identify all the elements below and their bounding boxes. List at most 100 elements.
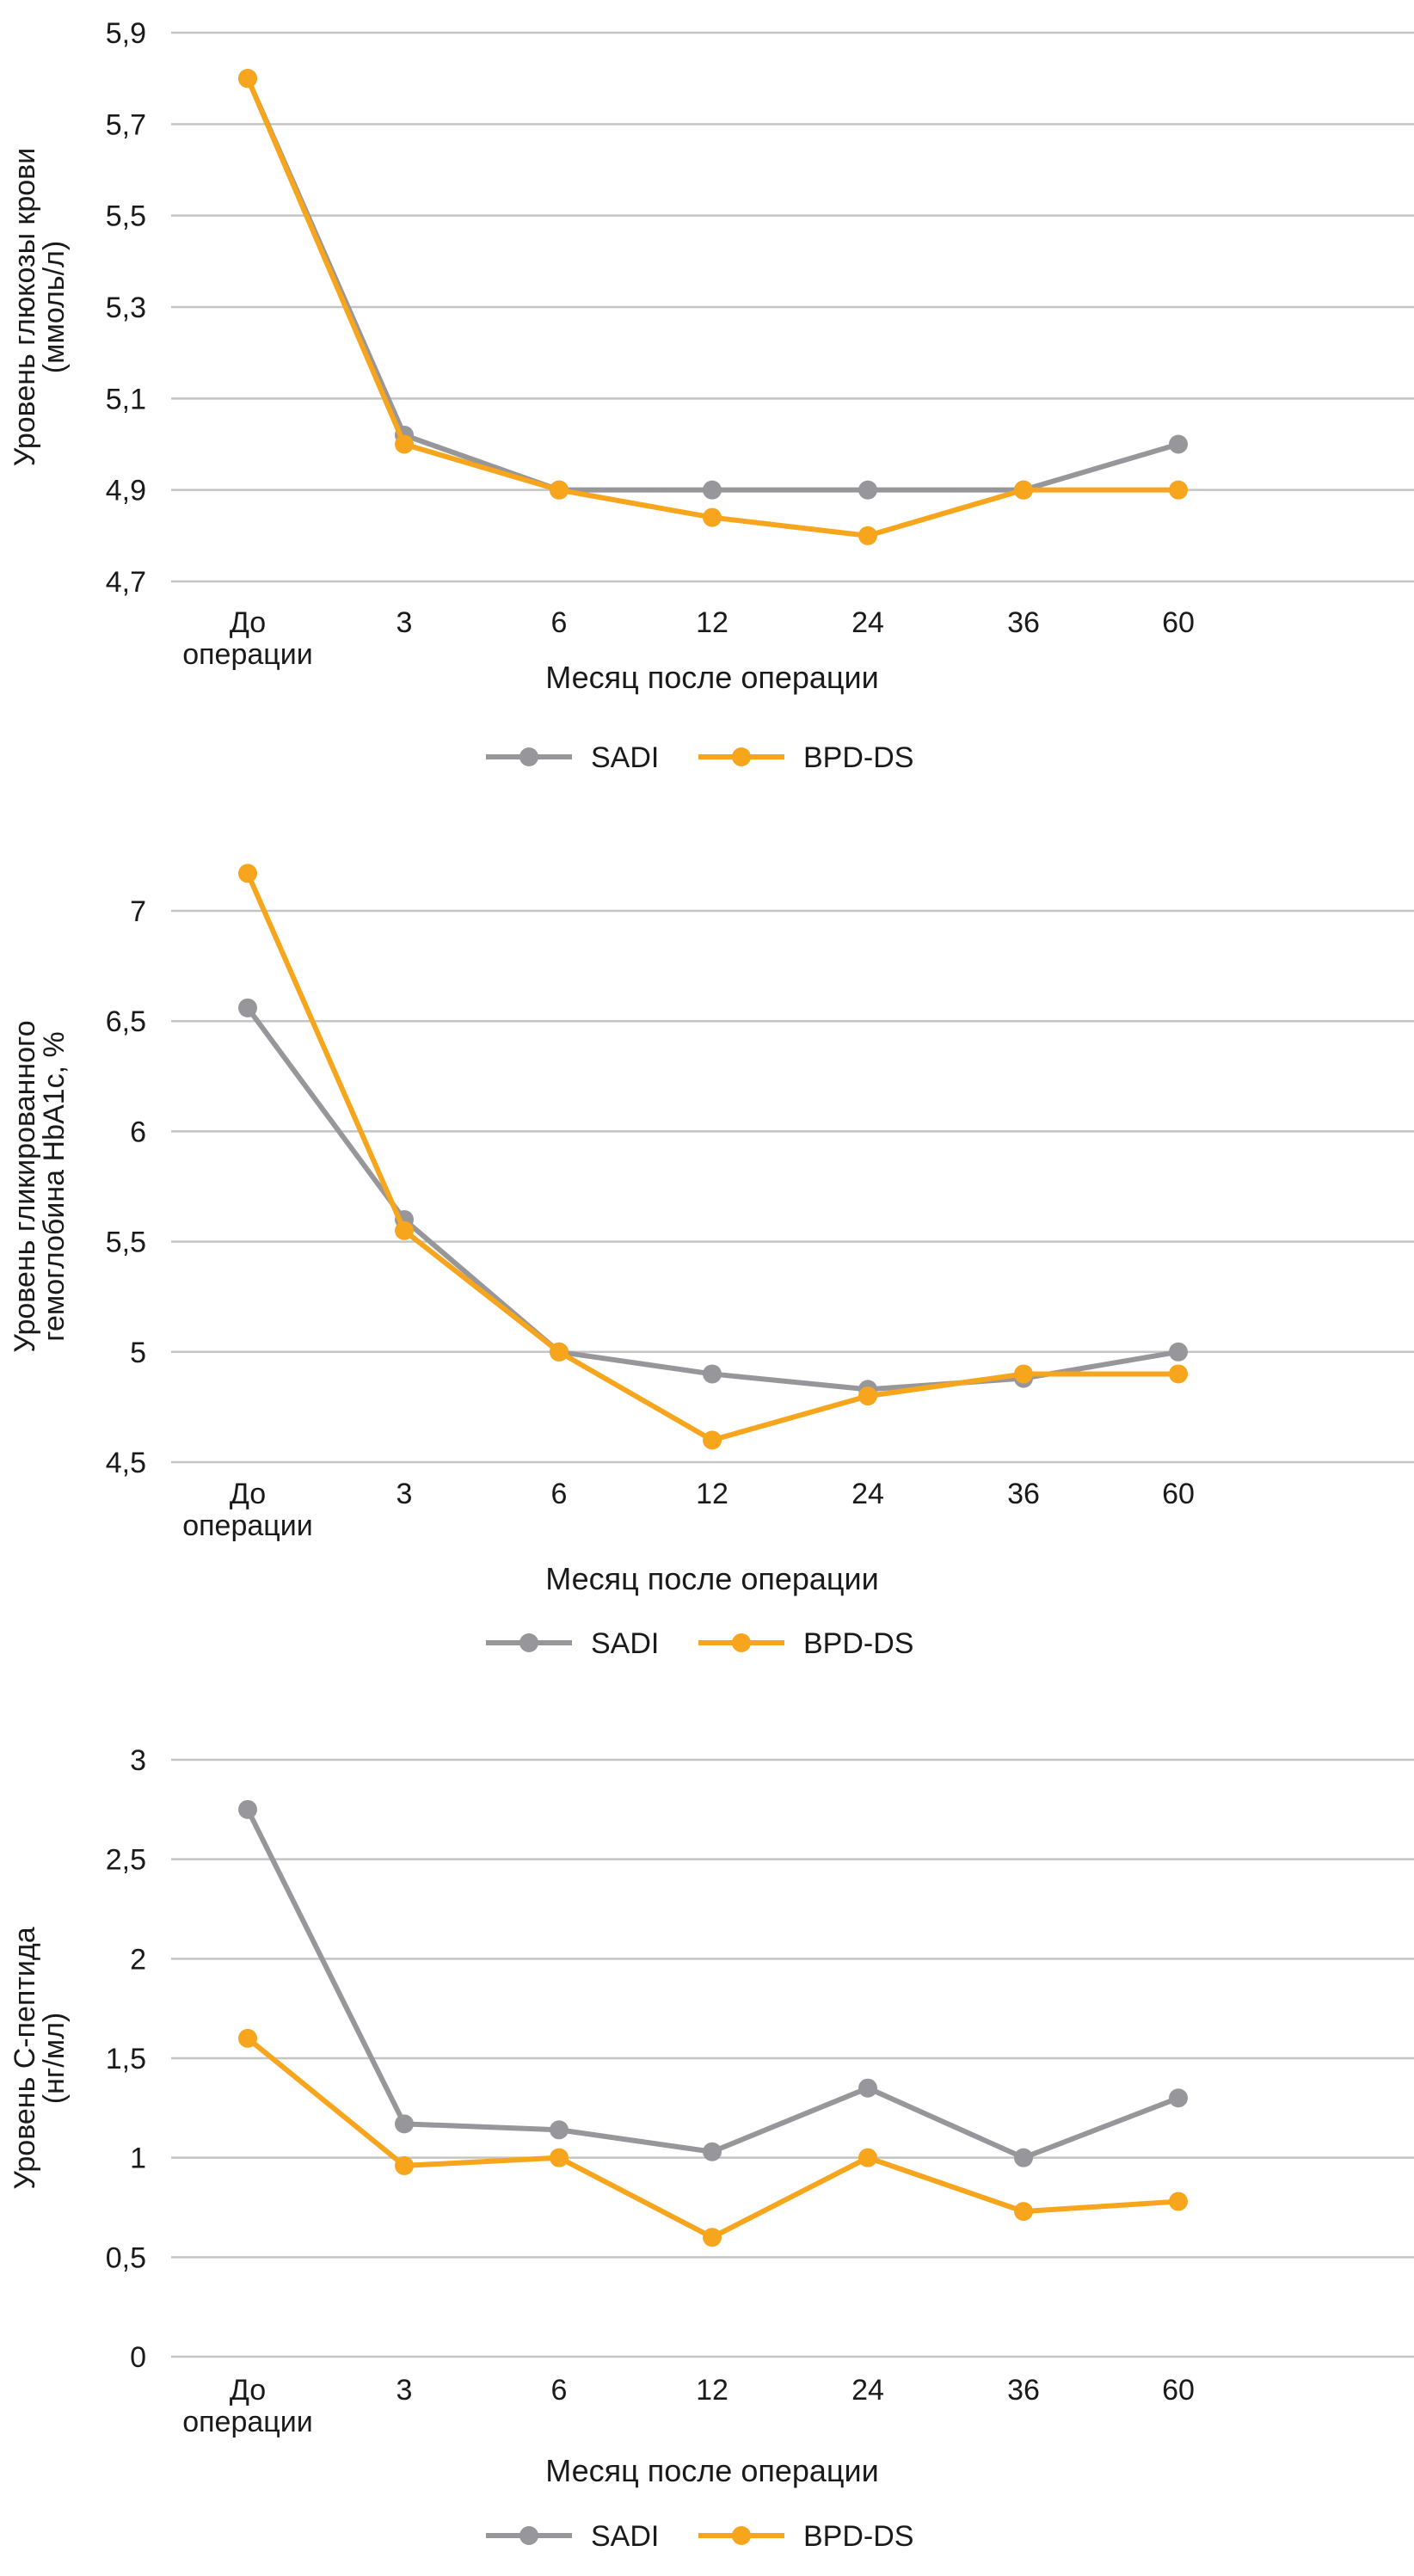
- legend-swatch-marker: [519, 1633, 538, 1652]
- legend-label-bpd-ds: BPD-DS: [803, 1627, 913, 1660]
- y-tick-label: 5,5: [106, 1227, 146, 1259]
- y-tick-label: 5,3: [106, 292, 146, 324]
- legend-label-bpd-ds: BPD-DS: [803, 2520, 913, 2553]
- y-axis-title: Уровень глюкозы крови(ммоль/л): [9, 148, 71, 466]
- legend: SADI BPD-DS: [486, 2520, 913, 2553]
- data-point-bpd-ds: [703, 2228, 722, 2247]
- y-tick-label: 1,5: [106, 2043, 146, 2075]
- x-tick-label: 24: [851, 2374, 884, 2407]
- data-point-sadi: [1169, 1342, 1188, 1362]
- y-axis-title: Уровень С-пептида(нг/мл): [9, 1927, 71, 2189]
- y-tick-label: 4,9: [106, 475, 146, 507]
- data-point-sadi: [703, 2142, 722, 2161]
- y-tick-label: 4,5: [106, 1447, 146, 1479]
- data-point-bpd-ds: [1014, 1364, 1033, 1384]
- y-tick-label: 5,7: [106, 108, 146, 141]
- x-tick-label: До: [230, 2374, 266, 2407]
- x-tick-label: 6: [551, 2374, 568, 2407]
- x-tick-label: До: [230, 1478, 266, 1510]
- y-tick-label: 1: [130, 2143, 146, 2175]
- legend-label-sadi: SADI: [591, 741, 659, 774]
- data-point-sadi: [238, 1799, 257, 1819]
- data-point-bpd-ds: [395, 434, 414, 454]
- y-tick-label: 5,1: [106, 383, 146, 415]
- y-axis-title-line2: (ммоль/л): [38, 241, 71, 373]
- data-point-bpd-ds: [238, 69, 257, 89]
- legend-label-sadi: SADI: [591, 1627, 659, 1660]
- data-point-bpd-ds: [1014, 2202, 1033, 2222]
- data-point-bpd-ds: [1169, 1364, 1188, 1384]
- y-axis-title-line1: Уровень С-пептида: [9, 1927, 41, 2189]
- y-tick-label: 0: [130, 2341, 146, 2374]
- x-axis-title: Месяц после операции: [545, 660, 879, 695]
- data-point-bpd-ds: [550, 480, 569, 500]
- x-tick-label-line2: операции: [182, 1509, 313, 1542]
- data-point-sadi: [395, 2114, 414, 2134]
- legend-swatch-marker: [732, 747, 751, 766]
- y-tick-label: 6: [130, 1116, 146, 1148]
- x-tick-label: 60: [1162, 2374, 1195, 2407]
- x-tick-label: 36: [1007, 1478, 1040, 1510]
- y-tick-label: 3: [130, 1744, 146, 1777]
- data-point-bpd-ds: [395, 2155, 414, 2175]
- x-tick-label-line2: операции: [182, 638, 313, 671]
- legend: SADI BPD-DS: [486, 1627, 913, 1660]
- series-line-sadi: [245, 77, 1179, 493]
- y-tick-label: 6,5: [106, 1005, 146, 1038]
- y-tick-label: 2: [130, 1943, 146, 1976]
- data-point-bpd-ds: [238, 864, 257, 883]
- data-point-bpd-ds: [1169, 480, 1188, 500]
- data-point-bpd-ds: [858, 2148, 877, 2167]
- data-point-bpd-ds: [703, 1430, 722, 1450]
- y-tick-label: 5,5: [106, 200, 146, 233]
- x-tick-label: 6: [551, 606, 568, 639]
- series-line-sadi: [245, 1808, 1180, 2161]
- data-point-sadi: [1169, 434, 1188, 454]
- legend-swatch-marker: [519, 747, 538, 766]
- x-axis-title: Месяц после операции: [545, 1561, 879, 1596]
- x-tick-label: 24: [851, 1478, 884, 1510]
- y-tick-label: 4,7: [106, 566, 146, 599]
- data-point-sadi: [550, 2120, 569, 2140]
- y-tick-label: 2,5: [106, 1844, 146, 1877]
- data-point-bpd-ds: [395, 1220, 414, 1240]
- x-tick-label: 12: [696, 606, 729, 639]
- y-tick-label: 7: [130, 895, 146, 928]
- data-point-sadi: [703, 480, 722, 500]
- data-point-sadi: [703, 1364, 722, 1384]
- x-tick-label: 3: [397, 2374, 413, 2407]
- series-line-sadi: [245, 1006, 1179, 1393]
- x-tick-label: 60: [1162, 606, 1195, 639]
- y-tick-label: 5: [130, 1337, 146, 1369]
- legend-swatch-marker: [732, 1633, 751, 1652]
- data-point-bpd-ds: [238, 2028, 257, 2048]
- x-tick-label: 3: [397, 606, 413, 639]
- data-point-sadi: [238, 998, 257, 1017]
- y-axis-title-line1: Уровень глюкозы крови: [9, 148, 41, 466]
- data-point-bpd-ds: [858, 526, 877, 545]
- x-axis-title: Месяц после операции: [545, 2453, 879, 2488]
- series-line-bpd-ds: [245, 872, 1178, 1443]
- data-point-bpd-ds: [550, 1342, 569, 1362]
- legend: SADI BPD-DS: [486, 741, 913, 774]
- data-point-bpd-ds: [1169, 2192, 1188, 2211]
- series-line-bpd-ds: [246, 2036, 1179, 2241]
- x-tick-label: 12: [696, 1478, 729, 1510]
- y-axis-title-line2: гемоглобина HbA1c, %: [38, 1031, 71, 1341]
- x-tick-label-line2: операции: [182, 2406, 313, 2438]
- data-point-sadi: [858, 480, 877, 500]
- x-tick-label: 60: [1162, 1478, 1195, 1510]
- x-tick-label: 6: [551, 1478, 568, 1510]
- legend-label-sadi: SADI: [591, 2520, 659, 2553]
- legend-label-bpd-ds: BPD-DS: [803, 741, 913, 774]
- y-tick-label: 5,9: [106, 17, 146, 50]
- y-axis-title-line1: Уровень гликированного: [9, 1020, 41, 1352]
- x-tick-label: 36: [1007, 2374, 1040, 2407]
- x-tick-label: 36: [1007, 606, 1040, 639]
- data-point-sadi: [858, 2078, 877, 2098]
- x-tick-label: 24: [851, 606, 884, 639]
- legend-swatch-marker: [519, 2526, 538, 2545]
- x-tick-label: До: [230, 606, 266, 639]
